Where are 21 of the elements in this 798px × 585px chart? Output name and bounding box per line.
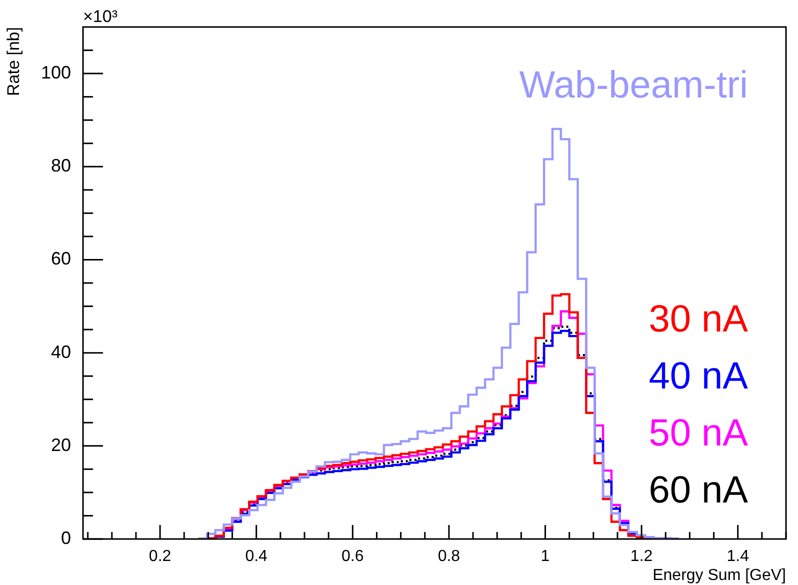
x-tick-label: 0.2 bbox=[148, 548, 172, 566]
x-tick-label: 1 bbox=[540, 548, 550, 566]
y-tick-label: 80 bbox=[50, 156, 71, 176]
series-label: 40 nA bbox=[648, 355, 749, 398]
y-tick-label: 40 bbox=[50, 342, 71, 362]
series-label: Wab-beam-tri bbox=[519, 64, 748, 106]
text: ×10³ bbox=[83, 7, 118, 26]
x-tick-label: 1.2 bbox=[630, 548, 653, 566]
x-tick-label: 0.6 bbox=[342, 548, 364, 566]
x-tick-label: 0.4 bbox=[245, 548, 268, 566]
y-axis-title: Rate [nb] bbox=[4, 27, 23, 96]
series-label: 50 nA bbox=[648, 412, 749, 454]
y-tick-label: 60 bbox=[50, 248, 71, 269]
y-tick-label: 0 bbox=[60, 528, 71, 548]
x-axis-title: Energy Sum [GeV] bbox=[652, 566, 786, 584]
y-tick-label: 20 bbox=[50, 434, 71, 455]
x-tick-label: 0.8 bbox=[438, 548, 460, 566]
x-tick-label: 1.4 bbox=[726, 548, 750, 566]
series-label: 30 nA bbox=[648, 298, 749, 340]
series-label: 60 nA bbox=[648, 469, 749, 512]
y-tick-label: 100 bbox=[40, 62, 71, 83]
